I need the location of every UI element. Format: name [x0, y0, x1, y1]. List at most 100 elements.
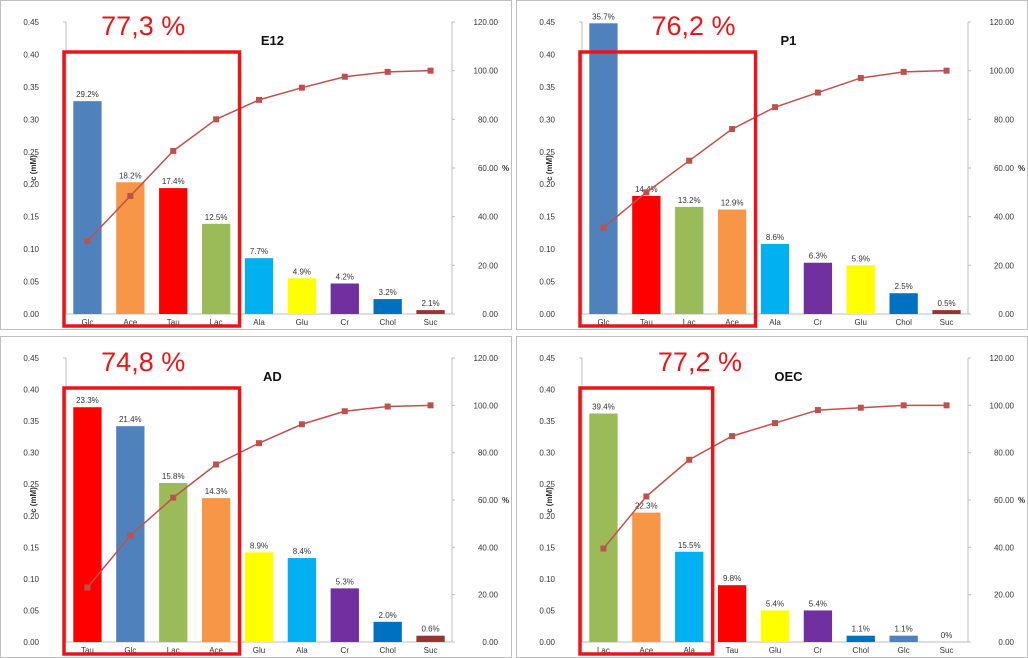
- bar-suc: [416, 635, 445, 642]
- y2-tick-label: 100.00: [990, 401, 1015, 410]
- cumulative-marker: [729, 433, 736, 440]
- x-tick-label: Glc: [597, 318, 609, 327]
- x-tick-label: Suc: [940, 318, 954, 327]
- data-label: 1.1%: [852, 625, 870, 634]
- bar-suc: [416, 310, 445, 314]
- bar-glc: [889, 635, 918, 642]
- y2-tick-label: 80.00: [994, 449, 1015, 458]
- y2-tick-label: 40.00: [994, 213, 1015, 222]
- cumulative-marker: [600, 545, 607, 552]
- data-label: 0.5%: [937, 299, 955, 308]
- data-label: 4.9%: [293, 267, 311, 276]
- bar-tau: [632, 195, 661, 314]
- bar-suc: [932, 310, 961, 314]
- data-label: 0.6%: [421, 625, 439, 634]
- highlight-box: [578, 50, 758, 328]
- cumulative-marker: [170, 494, 177, 501]
- y2-tick-label: 20.00: [478, 591, 499, 600]
- x-tick-label: Tau: [726, 646, 739, 655]
- data-label: 29.2%: [76, 90, 99, 99]
- y-tick-label: 0.15: [539, 213, 555, 222]
- bar-tau: [73, 407, 102, 642]
- bar-chol: [373, 621, 402, 642]
- y-tick-label: 0.25: [539, 480, 555, 489]
- bar-glu: [846, 265, 875, 314]
- data-label: 12.9%: [721, 199, 744, 208]
- y2-tick-label: 40.00: [478, 543, 499, 552]
- data-label: 2.1%: [421, 299, 439, 308]
- bar-glu: [287, 278, 317, 314]
- highlight-percentage: 76,2 %: [651, 11, 735, 41]
- y2-tick-label: 80.00: [478, 115, 499, 124]
- data-label: 7.7%: [250, 247, 268, 256]
- cumulative-marker: [298, 84, 305, 91]
- cumulative-marker: [256, 440, 262, 447]
- data-label: 35.7%: [592, 12, 615, 21]
- data-label: 4.2%: [336, 273, 354, 282]
- x-tick-label: Lac: [597, 646, 610, 655]
- data-label: 15.8%: [162, 472, 185, 481]
- cumulative-marker: [427, 402, 434, 409]
- y-tick-label: 0.15: [23, 543, 39, 552]
- cumulative-marker: [686, 157, 693, 164]
- y2-tick-label: 20.00: [994, 591, 1015, 600]
- cumulative-marker: [772, 104, 778, 111]
- y2-tick-label: 100.00: [474, 401, 499, 410]
- bar-glc: [73, 101, 102, 314]
- x-tick-label: Lac: [167, 646, 180, 655]
- y2-tick-label: 80.00: [478, 449, 499, 458]
- bar-ace: [632, 512, 661, 642]
- y-tick-label: 0.30: [23, 115, 39, 124]
- cumulative-marker: [256, 96, 262, 103]
- y-tick-label: 0.10: [23, 575, 39, 584]
- bar-cr: [803, 610, 833, 642]
- y-tick-label: 0.05: [539, 606, 555, 615]
- highlight-box: [62, 50, 242, 328]
- bar-ace: [201, 498, 231, 642]
- x-tick-label: Cr: [814, 646, 823, 655]
- cumulative-marker: [127, 532, 134, 539]
- y2-tick-label: 100.00: [474, 67, 499, 76]
- bar-glu: [244, 552, 274, 642]
- y2-axis-title: %: [502, 164, 509, 173]
- data-label: 5.4%: [809, 599, 827, 608]
- x-tick-label: Cr: [341, 646, 350, 655]
- y-tick-label: 0.05: [23, 606, 39, 615]
- x-tick-label: Suc: [424, 318, 438, 327]
- y-tick-label: 0.00: [539, 638, 555, 647]
- highlight-percentage: 74,8 %: [101, 347, 185, 377]
- bar-lac: [201, 223, 231, 314]
- cumulative-marker: [643, 493, 650, 500]
- y2-tick-label: 40.00: [994, 543, 1015, 552]
- y-tick-label: 0.20: [539, 180, 555, 189]
- x-tick-label: Ace: [209, 646, 223, 655]
- x-tick-label: Glu: [296, 318, 308, 327]
- y-tick-label: 0.35: [23, 83, 39, 92]
- y2-tick-label: 20.00: [478, 261, 499, 270]
- chart-panel-2: 0.00 0.05 0.10 0.15 0.20 0.25 0.30 0.35 0.40 0.45…: [516, 0, 1028, 330]
- y-tick-label: 0.45: [539, 354, 555, 363]
- y-tick-label: 0.25: [23, 480, 39, 489]
- bar-lac: [159, 482, 188, 642]
- y2-axis-title: %: [1018, 496, 1025, 505]
- bar-ala: [244, 258, 274, 314]
- x-tick-label: Tau: [640, 318, 653, 327]
- y2-tick-label: 80.00: [994, 115, 1015, 124]
- data-label: 8.4%: [293, 547, 311, 556]
- bar-glc: [589, 23, 618, 314]
- y-tick-label: 0.40: [23, 386, 39, 395]
- x-tick-label: Glu: [253, 646, 265, 655]
- bar-chol: [889, 293, 918, 314]
- cumulative-marker: [814, 407, 821, 414]
- y-tick-label: 0.10: [539, 575, 555, 584]
- y-tick-label: 0.00: [23, 638, 39, 647]
- panel-title: AD: [263, 369, 282, 384]
- y-tick-label: 0.35: [539, 83, 555, 92]
- y-axis-title: c (mM): [29, 487, 38, 513]
- cumulative-marker: [298, 421, 305, 428]
- bar-cr: [803, 262, 833, 314]
- cumulative-marker: [943, 402, 950, 409]
- x-tick-label: Ace: [639, 646, 653, 655]
- cumulative-marker: [341, 73, 348, 80]
